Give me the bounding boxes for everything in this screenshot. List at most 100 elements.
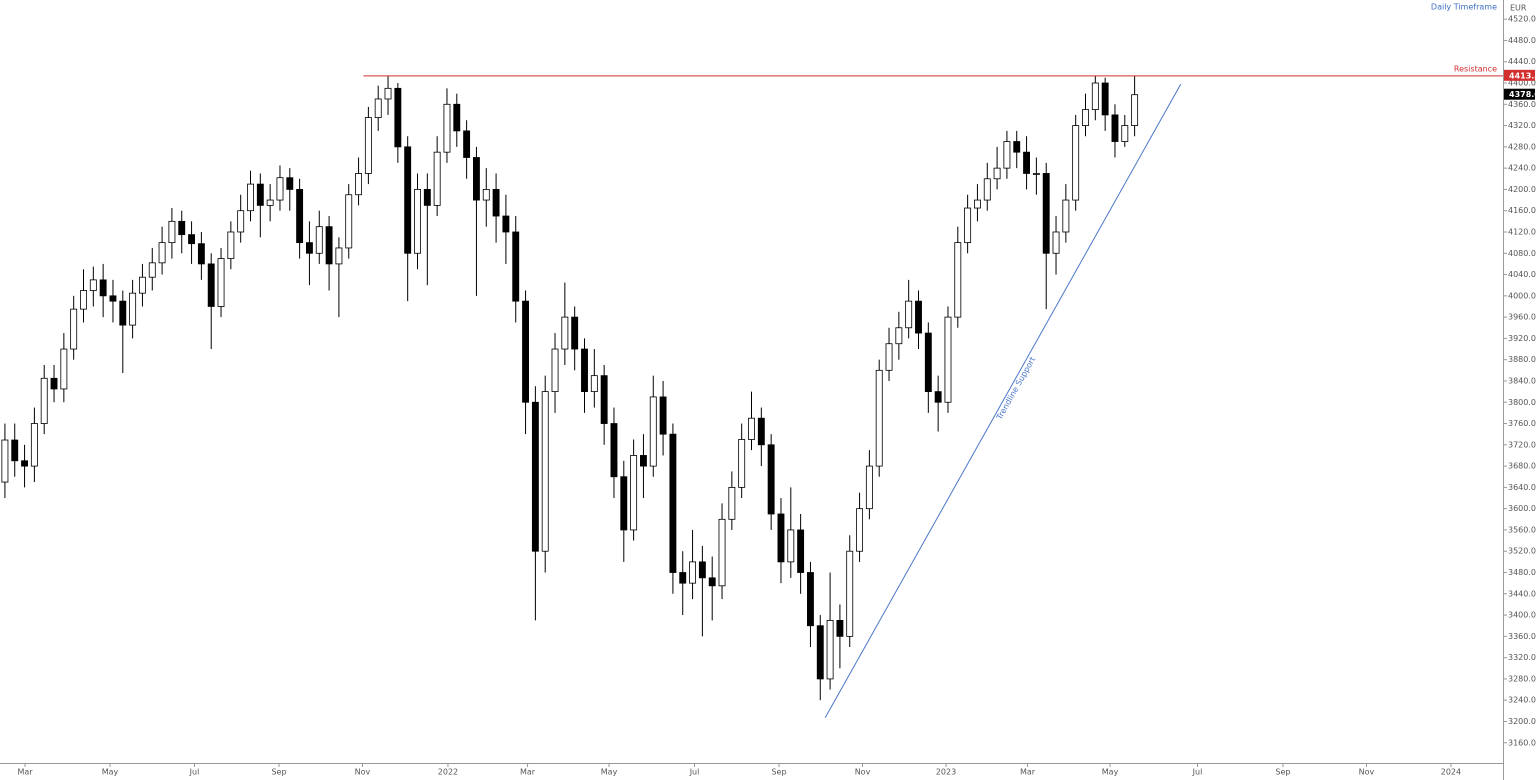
y-tick-label: 4400.0 bbox=[1508, 79, 1536, 88]
candle-body bbox=[502, 215, 510, 233]
candle-body bbox=[748, 417, 755, 440]
candle-body bbox=[70, 308, 78, 350]
candle-body bbox=[138, 276, 146, 294]
y-tick-label: 3680.0 bbox=[1508, 462, 1536, 471]
y-tick-label: 3840.0 bbox=[1508, 376, 1536, 385]
resistance-badge-label: 4413.5 bbox=[1509, 71, 1536, 80]
candle-body bbox=[787, 529, 795, 563]
candle-body bbox=[394, 87, 402, 148]
candle-body bbox=[993, 167, 1001, 180]
candle-body bbox=[581, 348, 588, 393]
y-tick-label: 4000.0 bbox=[1508, 291, 1536, 300]
candle-body bbox=[315, 226, 323, 254]
x-tick-label: May bbox=[1102, 768, 1119, 777]
x-tick-label: Nov bbox=[855, 768, 871, 777]
candle-body bbox=[217, 258, 225, 307]
candle-body bbox=[934, 391, 942, 403]
x-tick-label: Jul bbox=[1192, 768, 1203, 777]
candle-body bbox=[188, 234, 196, 245]
candle-body bbox=[708, 577, 716, 587]
candle-body bbox=[875, 369, 883, 467]
candle-body bbox=[630, 455, 638, 531]
candle-body bbox=[178, 220, 186, 236]
candle-body bbox=[1032, 173, 1040, 175]
candle-body bbox=[423, 189, 431, 206]
candle-body bbox=[305, 242, 313, 254]
candle-body bbox=[1052, 231, 1060, 254]
candle-body bbox=[168, 220, 176, 244]
candle-body bbox=[1082, 109, 1089, 126]
candle-body bbox=[865, 465, 873, 510]
candle-body bbox=[659, 396, 667, 435]
candle-body bbox=[806, 572, 814, 627]
candle-body bbox=[21, 460, 29, 467]
candle-body bbox=[551, 348, 559, 393]
candle-body bbox=[286, 177, 294, 190]
y-tick-label: 4360.0 bbox=[1508, 100, 1536, 109]
candle-body bbox=[266, 199, 274, 206]
y-tick-label: 3240.0 bbox=[1508, 696, 1536, 705]
candle-body bbox=[826, 620, 834, 680]
x-tick-label: Sep bbox=[271, 768, 286, 777]
y-tick-label: 3160.0 bbox=[1508, 738, 1536, 747]
candle-body bbox=[954, 242, 962, 318]
y-tick-label: 3440.0 bbox=[1508, 589, 1536, 598]
candle-body bbox=[384, 87, 392, 100]
x-tick-label: 2023 bbox=[936, 768, 956, 777]
candle-body bbox=[777, 513, 785, 563]
x-tick-label: 2024 bbox=[1441, 768, 1461, 777]
y-tick-label: 3480.0 bbox=[1508, 568, 1536, 577]
y-tick-label: 3280.0 bbox=[1508, 674, 1536, 683]
y-tick-label: 3640.0 bbox=[1508, 483, 1536, 492]
last-price-badge bbox=[1504, 88, 1535, 100]
y-tick-label: 4080.0 bbox=[1508, 249, 1536, 258]
candle-body bbox=[345, 194, 353, 249]
candle-body bbox=[1062, 199, 1070, 233]
y-tick-label: 3720.0 bbox=[1508, 440, 1536, 449]
y-tick-label: 4240.0 bbox=[1508, 164, 1536, 173]
y-tick-label: 4120.0 bbox=[1508, 227, 1536, 236]
candle-body bbox=[885, 343, 893, 371]
candle-body bbox=[335, 247, 343, 265]
candle-body bbox=[30, 423, 38, 467]
candle-body bbox=[197, 243, 205, 265]
candle-body bbox=[924, 332, 932, 393]
x-tick-label: Jul bbox=[689, 768, 700, 777]
resistance-badge bbox=[1504, 69, 1535, 81]
candle-body bbox=[50, 377, 58, 390]
x-tick-label: Nov bbox=[1359, 768, 1375, 777]
candle-body bbox=[757, 417, 765, 446]
y-tick-label: 3880.0 bbox=[1508, 355, 1536, 364]
candle-body bbox=[512, 231, 520, 302]
y-tick-label: 3320.0 bbox=[1508, 653, 1536, 662]
y-tick-label: 3360.0 bbox=[1508, 632, 1536, 641]
candle-body bbox=[325, 226, 333, 265]
candle-body bbox=[453, 103, 461, 132]
candle-body bbox=[207, 263, 215, 307]
candle-body bbox=[247, 183, 254, 212]
candle-body bbox=[60, 348, 68, 390]
y-tick-label: 3760.0 bbox=[1508, 419, 1536, 428]
y-tick-label: 3800.0 bbox=[1508, 398, 1536, 407]
candle-body bbox=[99, 279, 107, 297]
candle-body bbox=[119, 300, 127, 326]
candle-body bbox=[797, 529, 805, 573]
candle-body bbox=[1003, 141, 1011, 169]
candle-body bbox=[1042, 173, 1050, 254]
candle-body bbox=[689, 561, 697, 584]
last-price-label: 4378.0 bbox=[1509, 90, 1536, 99]
candle-body bbox=[639, 455, 647, 467]
candle-body bbox=[1023, 151, 1031, 174]
candle-body bbox=[433, 151, 441, 206]
timeframe-label: Daily Timeframe bbox=[1431, 3, 1497, 12]
candle-body bbox=[600, 375, 608, 424]
candle-body bbox=[404, 146, 412, 254]
candle-body bbox=[1131, 94, 1139, 126]
trendline bbox=[824, 83, 1182, 719]
candle-body bbox=[364, 117, 372, 174]
candle-body bbox=[669, 433, 677, 573]
y-tick-label: 4520.0 bbox=[1508, 15, 1536, 24]
candle-body bbox=[718, 518, 726, 587]
